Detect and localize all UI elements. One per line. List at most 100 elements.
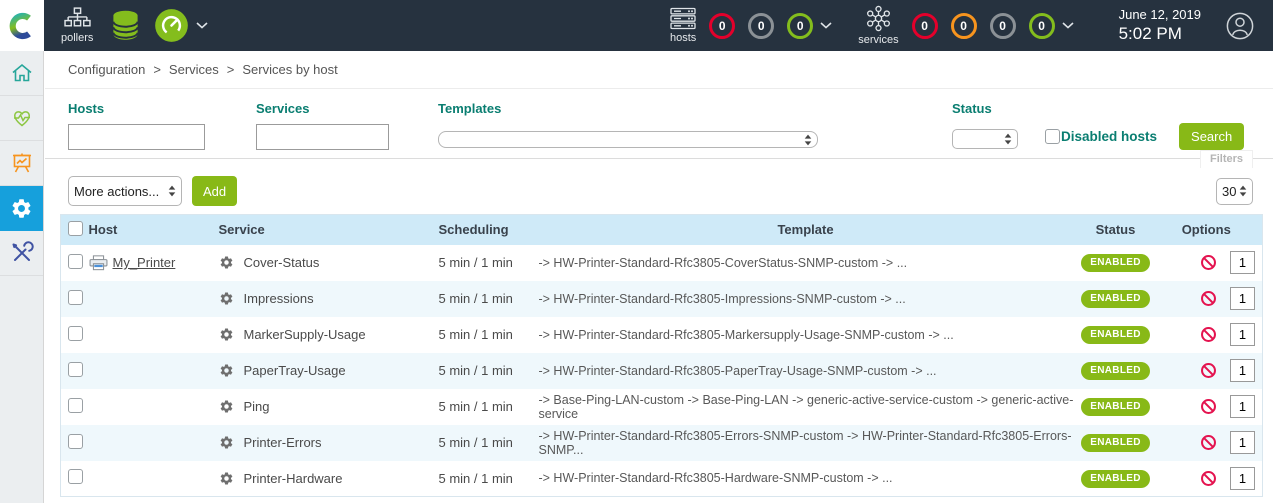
- services-filter-input[interactable]: [256, 124, 389, 150]
- templates-filter-label: Templates: [438, 101, 502, 116]
- chevron-down-icon[interactable]: [196, 22, 208, 29]
- hosts-menu[interactable]: hosts: [670, 7, 696, 44]
- table-row: My_Printer Cover-Status 5 min / 1 min ->…: [61, 245, 1263, 281]
- host-name-link[interactable]: My_Printer: [112, 255, 176, 270]
- select-arrows-icon: [1239, 185, 1247, 197]
- database-status-icon[interactable]: [109, 9, 142, 42]
- row-checkbox[interactable]: [68, 325, 83, 341]
- search-group: Search: [1179, 101, 1245, 150]
- status-filter-select[interactable]: [952, 129, 1018, 149]
- top-bar: pollers hosts: [0, 0, 1273, 51]
- breadcrumb-configuration[interactable]: Configuration: [68, 62, 146, 77]
- row-checkbox[interactable]: [68, 361, 83, 377]
- template-cell: -> HW-Printer-Standard-Rfc3805-PaperTray…: [538, 363, 937, 378]
- template-cell: -> HW-Printer-Standard-Rfc3805-Impressio…: [538, 291, 906, 306]
- status-badge: ENABLED: [1081, 254, 1150, 272]
- disable-icon[interactable]: [1200, 254, 1217, 271]
- duplicate-count-input[interactable]: [1230, 431, 1255, 454]
- row-checkbox[interactable]: [68, 397, 83, 413]
- filter-panel: Hosts Services Templates Status Disabled…: [45, 89, 1273, 168]
- disable-icon[interactable]: [1200, 290, 1217, 307]
- table-row: PaperTray-Usage 5 min / 1 min -> HW-Prin…: [60, 352, 1263, 389]
- pollers-menu[interactable]: pollers: [61, 7, 93, 44]
- disabled-hosts-checkbox[interactable]: [1045, 129, 1060, 144]
- service-name-link[interactable]: Cover-Status: [243, 255, 320, 270]
- service-name-link[interactable]: Impressions: [243, 291, 314, 306]
- service-counter-ok[interactable]: 0: [1028, 12, 1055, 39]
- templates-filter-select[interactable]: [438, 131, 818, 148]
- service-counter-critical[interactable]: 0: [911, 12, 938, 39]
- filters-panel-toggle[interactable]: Filters: [1199, 150, 1253, 168]
- current-time: 5:02 PM: [1118, 24, 1182, 43]
- table-row: MarkerSupply-Usage 5 min / 1 min -> HW-P…: [61, 317, 1263, 353]
- breadcrumb-separator: >: [153, 62, 161, 77]
- centreon-logo[interactable]: [0, 0, 44, 51]
- breadcrumb: Configuration > Services > Services by h…: [45, 51, 1273, 89]
- host-counter-up[interactable]: 0: [787, 12, 814, 39]
- column-header-host[interactable]: Host: [86, 214, 211, 245]
- duplicate-count-input[interactable]: [1230, 466, 1255, 490]
- more-actions-label: More actions...: [74, 183, 160, 199]
- services-table: Host Service Scheduling Template Status …: [60, 214, 1263, 497]
- gauge-status-icon[interactable]: [154, 8, 189, 43]
- more-actions-select[interactable]: More actions...: [68, 176, 182, 206]
- host-counter-down[interactable]: 0: [709, 12, 736, 39]
- services-chevron-down-icon[interactable]: [1062, 22, 1074, 29]
- duplicate-count-input[interactable]: [1230, 287, 1255, 310]
- host-counter-unreachable[interactable]: 0: [748, 12, 775, 39]
- duplicate-count-input[interactable]: [1230, 251, 1255, 274]
- filter-hosts-group: Hosts: [68, 101, 205, 150]
- row-checkbox[interactable]: [68, 253, 83, 269]
- user-icon[interactable]: [1225, 11, 1255, 41]
- disable-icon[interactable]: [1200, 398, 1217, 415]
- sidebar-item-reporting[interactable]: [0, 141, 43, 186]
- scheduling-cell: 5 min / 1 min: [438, 399, 513, 414]
- service-name-link[interactable]: Printer-Hardware: [243, 470, 343, 486]
- sidebar-item-home[interactable]: [0, 51, 43, 96]
- duplicate-count-input[interactable]: [1230, 395, 1255, 418]
- column-header-service[interactable]: Service: [210, 214, 431, 245]
- page-size-select[interactable]: 30: [1216, 177, 1253, 205]
- hosts-chevron-down-icon[interactable]: [820, 22, 832, 29]
- service-name-link[interactable]: PaperTray-Usage: [243, 363, 346, 378]
- disable-icon[interactable]: [1200, 326, 1217, 343]
- hosts-status-group: hosts 0 0 0: [670, 7, 832, 44]
- sidebar-item-configuration[interactable]: [0, 186, 43, 231]
- template-cell: -> HW-Printer-Standard-Rfc3805-Hardware-…: [538, 471, 893, 486]
- pollers-icon: [64, 7, 91, 27]
- scheduling-cell: 5 min / 1 min: [438, 470, 513, 486]
- breadcrumb-services[interactable]: Services: [168, 62, 219, 77]
- breadcrumb-separator: >: [226, 62, 235, 77]
- service-name-link[interactable]: MarkerSupply-Usage: [243, 327, 366, 342]
- row-checkbox[interactable]: [68, 289, 83, 305]
- services-menu[interactable]: services: [858, 5, 899, 46]
- datetime: June 12, 2019 5:02 PM: [1119, 7, 1201, 45]
- action-bar: More actions... Add 30: [45, 159, 1273, 206]
- sidebar-item-monitoring[interactable]: [0, 96, 43, 141]
- column-header-options[interactable]: Options: [1150, 214, 1263, 245]
- sidebar: [0, 51, 44, 503]
- add-button[interactable]: Add: [192, 176, 238, 206]
- sidebar-item-administration[interactable]: [0, 231, 43, 276]
- service-gear-icon: [219, 327, 234, 342]
- disable-icon[interactable]: [1200, 434, 1217, 451]
- chart-board-icon: [12, 153, 31, 173]
- service-name-link[interactable]: Ping: [243, 399, 270, 414]
- duplicate-count-input[interactable]: [1230, 359, 1255, 382]
- column-header-status[interactable]: Status: [1080, 214, 1151, 245]
- select-all-checkbox[interactable]: [68, 220, 83, 236]
- column-header-scheduling[interactable]: Scheduling: [430, 214, 531, 245]
- column-header-template[interactable]: Template: [530, 214, 1081, 245]
- status-badge: ENABLED: [1081, 434, 1150, 452]
- hosts-filter-input[interactable]: [68, 124, 205, 150]
- row-checkbox[interactable]: [68, 469, 83, 485]
- disable-icon[interactable]: [1200, 362, 1217, 379]
- service-counter-unknown[interactable]: 0: [989, 12, 1016, 39]
- service-counter-warning[interactable]: 0: [950, 12, 977, 39]
- services-icon: [866, 5, 890, 32]
- duplicate-count-input[interactable]: [1230, 323, 1255, 346]
- service-name-link[interactable]: Printer-Errors: [243, 435, 322, 450]
- row-checkbox[interactable]: [68, 433, 83, 449]
- search-button[interactable]: Search: [1179, 123, 1245, 150]
- disable-icon[interactable]: [1200, 470, 1217, 487]
